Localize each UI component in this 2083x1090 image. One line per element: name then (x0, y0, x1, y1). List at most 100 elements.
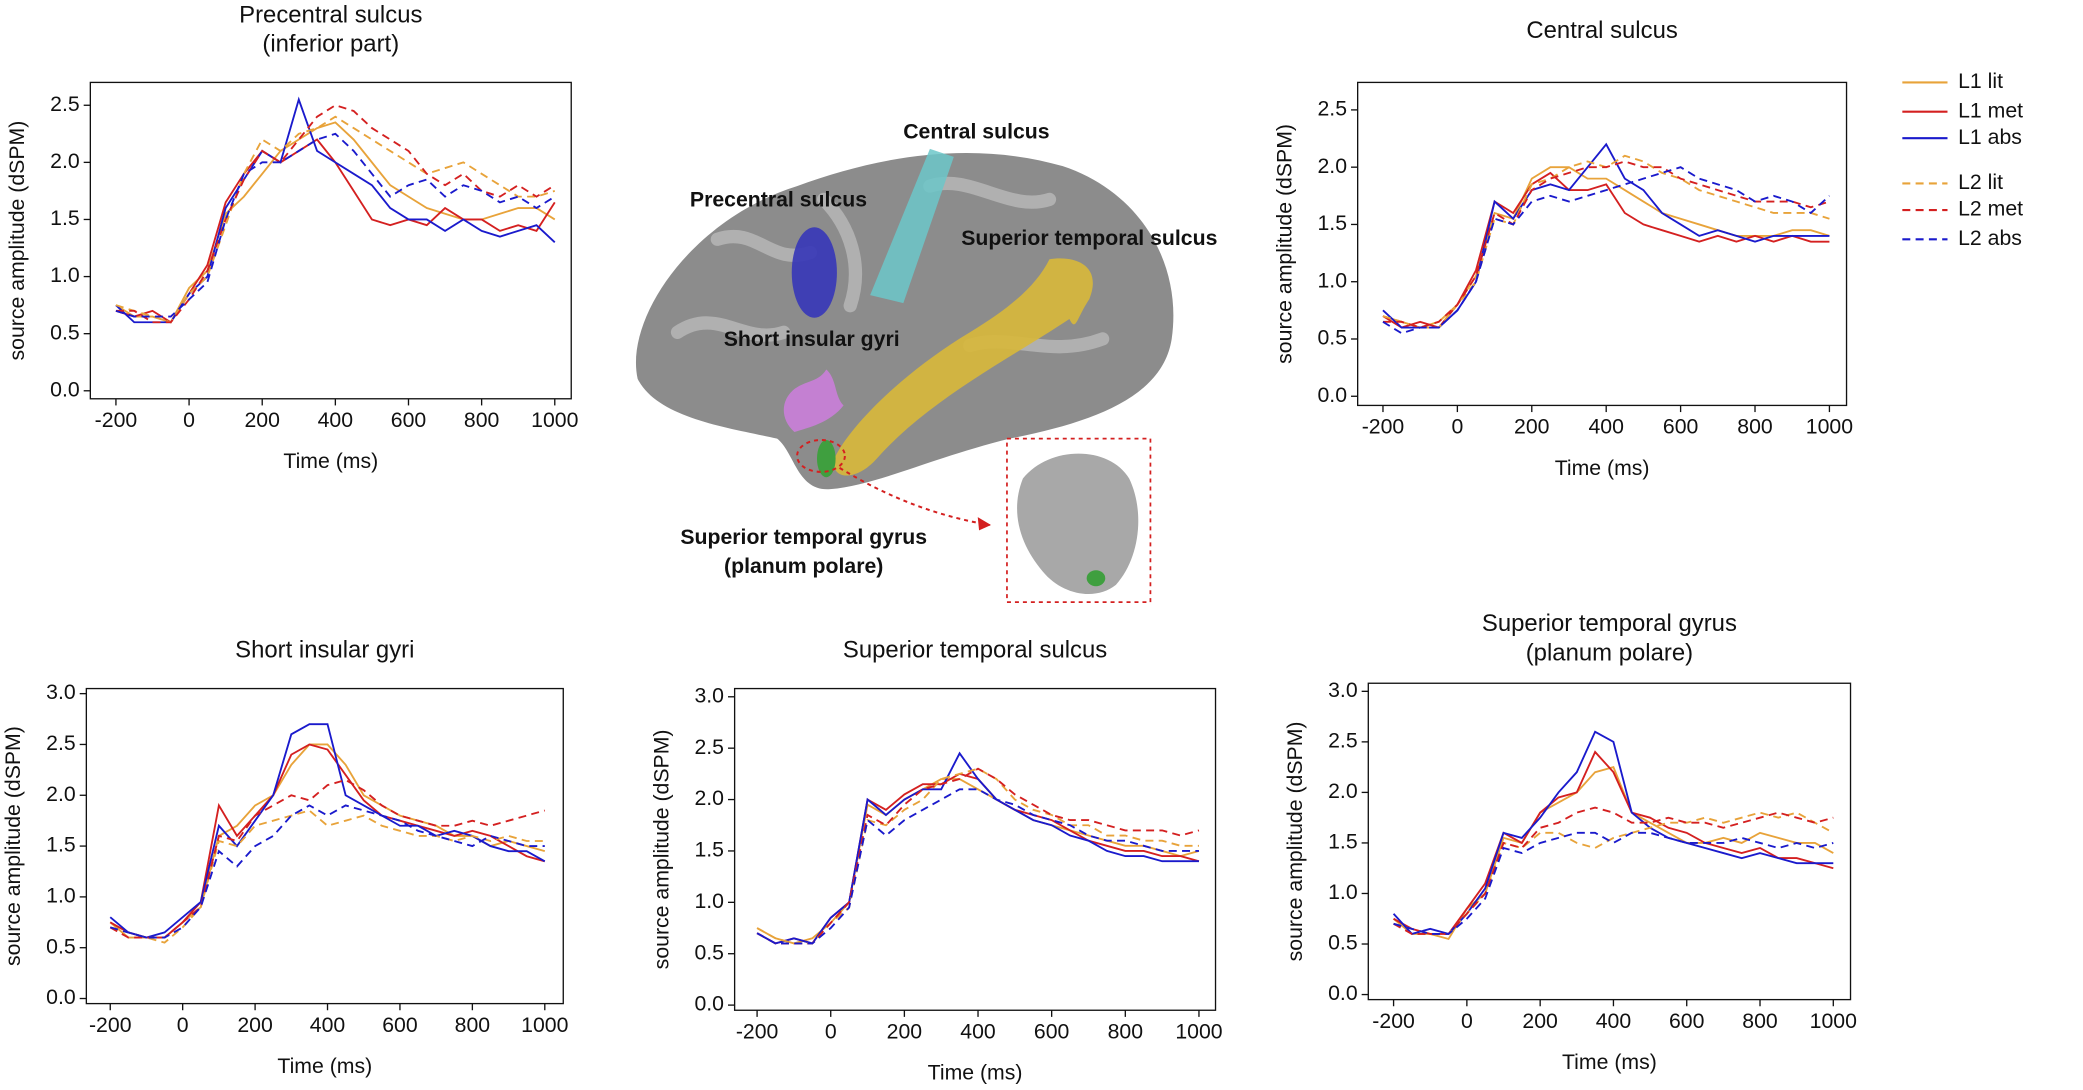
x-tick-label: 600 (1663, 415, 1698, 439)
y-axis-label: source amplitude (dSPM) (1273, 124, 1297, 364)
data-line (1392, 730, 1834, 935)
y-tick-label: 2.5 (50, 92, 80, 116)
chart-panel: Short insular gyri -200 0 200 400 600 800 1000 0… (1, 637, 568, 1078)
x-tick-label: -200 (1362, 415, 1405, 439)
x-tick-label: 400 (960, 1019, 995, 1043)
y-axis-label: source amplitude (dSPM) (650, 729, 674, 969)
y-tick-label: 2.0 (46, 782, 76, 806)
y-tick-label: 0.5 (694, 940, 724, 964)
x-tick-label: 400 (1588, 415, 1623, 439)
x-tick-label: 600 (382, 1013, 417, 1037)
legend-label: L1 met (1958, 98, 2023, 122)
x-axis-label: Time (ms) (277, 1054, 372, 1078)
plot-frame (733, 687, 1217, 1011)
region-label: Central sulcus (903, 120, 1049, 144)
legend-label: L2 abs (1958, 226, 2022, 250)
legend-label: L1 lit (1958, 69, 2003, 93)
y-tick-label: 1.5 (1318, 211, 1348, 235)
y-tick-label: 0.0 (50, 377, 80, 401)
x-tick-label: 800 (1737, 415, 1772, 439)
data-line (115, 115, 556, 324)
y-tick-label: 3.0 (46, 680, 76, 704)
x-tick-label: 800 (455, 1013, 490, 1037)
x-tick-label: 800 (464, 408, 499, 432)
y-tick-label: 0.0 (1318, 383, 1348, 407)
chart-title: Superior temporal sulcus (843, 637, 1107, 664)
x-tick-label: 1000 (1810, 1009, 1857, 1033)
chart-panel: Central sulcus -200 0 200 400 600 800 1000 0.0 0.… (1273, 17, 2024, 480)
y-tick-label: 2.5 (46, 731, 76, 755)
y-tick-label: 1.5 (46, 833, 76, 857)
x-tick-label: 1000 (521, 1013, 568, 1037)
x-tick-label: 1000 (1806, 415, 1853, 439)
chart-title: Short insular gyri (235, 637, 414, 664)
data-line (756, 778, 1200, 945)
y-tick-label: 2.5 (694, 735, 724, 759)
x-tick-label: 0 (1451, 415, 1463, 439)
y-tick-label: 3.0 (694, 683, 724, 707)
brain-surface (635, 152, 1174, 490)
y-tick-label: 1.0 (46, 883, 76, 907)
region-label: Short insular gyri (724, 327, 900, 351)
plot-frame (1367, 682, 1852, 1001)
chart-title: Precentral sulcus (239, 1, 422, 28)
x-tick-label: 200 (1522, 1009, 1557, 1033)
inset-region (1086, 570, 1106, 587)
inset-frame (1006, 437, 1152, 604)
data-line (109, 779, 546, 939)
x-tick-label: 200 (887, 1019, 922, 1043)
y-tick-label: 0.5 (46, 934, 76, 958)
precentral-region (791, 227, 837, 318)
chart-panel: Superior temporal gyrus(planum polare) -2… (1283, 610, 1857, 1074)
y-tick-label: 1.0 (1328, 880, 1358, 904)
plot-frame (89, 81, 572, 400)
chart-panel: Precentral sulcus (inferior part) -200 0 200… (5, 1, 578, 473)
data-line (756, 772, 1200, 945)
region-label: Superior temporal sulcus (961, 226, 1217, 250)
x-tick-label: 0 (183, 408, 195, 432)
y-tick-label: 1.0 (694, 889, 724, 913)
x-tick-label: 400 (1596, 1009, 1631, 1033)
x-tick-label: 0 (825, 1019, 837, 1043)
data-line (115, 96, 556, 324)
data-line (109, 804, 545, 939)
x-tick-label: 0 (177, 1013, 189, 1037)
y-tick-label: 2.0 (50, 149, 80, 173)
x-tick-label: 800 (1108, 1019, 1143, 1043)
arrow (839, 467, 990, 527)
region-label: Superior temporal gyrus (680, 525, 927, 549)
x-tick-label: 1000 (1175, 1019, 1222, 1043)
y-tick-label: 0.5 (1328, 931, 1358, 955)
x-axis-label: Time (ms) (928, 1061, 1023, 1085)
data-line (1393, 750, 1834, 935)
data-line (1382, 171, 1830, 329)
brain-diagram: Central sulcus Precentral sulcus Superio… (635, 120, 1217, 604)
data-line (1382, 160, 1830, 329)
plot-frame (1357, 81, 1848, 407)
y-tick-label: 0.5 (50, 320, 80, 344)
data-line (1393, 806, 1834, 935)
data-line (1382, 166, 1830, 329)
arrow-head (977, 517, 992, 531)
x-tick-label: 200 (1514, 415, 1549, 439)
data-line (109, 809, 545, 944)
y-tick-label: 2.5 (1318, 97, 1348, 121)
x-tick-label: 0 (1461, 1009, 1473, 1033)
y-tick-label: 1.5 (694, 838, 724, 862)
insula-region (783, 369, 844, 433)
y-tick-label: 0.0 (46, 985, 76, 1009)
y-axis-label: source amplitude (dSPM) (5, 121, 29, 361)
x-tick-label: 600 (391, 408, 426, 432)
legend-label: L1 abs (1958, 125, 2022, 149)
legend-label: L2 lit (1958, 170, 2003, 194)
central-region (870, 148, 954, 304)
data-line (1382, 166, 1831, 335)
chart-subtitle: (inferior part) (262, 31, 399, 58)
y-tick-label: 1.5 (50, 206, 80, 230)
x-tick-label: 800 (1742, 1009, 1777, 1033)
x-tick-label: 400 (310, 1013, 345, 1037)
y-tick-label: 1.0 (50, 263, 80, 287)
y-axis-label: source amplitude (dSPM) (1, 726, 25, 966)
y-tick-label: 2.0 (694, 786, 724, 810)
